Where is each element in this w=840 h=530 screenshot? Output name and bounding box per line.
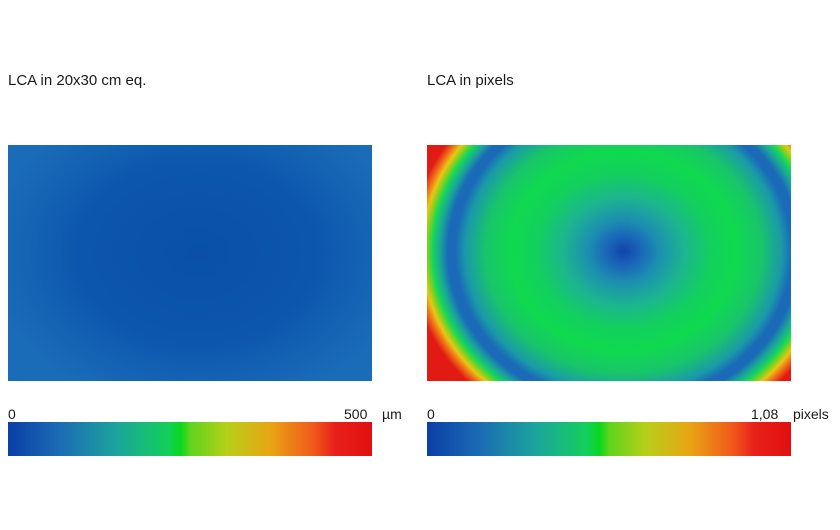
right-colorbar-min-label: 0 xyxy=(427,406,435,422)
right-colorbar xyxy=(427,422,791,456)
left-colorbar-unit: µm xyxy=(382,406,402,422)
left-heatmap xyxy=(8,145,372,381)
right-heatmap xyxy=(427,145,791,381)
right-chart-title: LCA in pixels xyxy=(427,72,514,89)
left-chart-title: LCA in 20x30 cm eq. xyxy=(8,72,147,89)
left-colorbar-max-label: 500 xyxy=(344,406,368,422)
right-colorbar-unit: pixels xyxy=(793,406,829,422)
left-colorbar-min-label: 0 xyxy=(8,406,16,422)
right-colorbar-max-label: 1,08 xyxy=(751,406,779,422)
left-colorbar xyxy=(8,422,372,456)
